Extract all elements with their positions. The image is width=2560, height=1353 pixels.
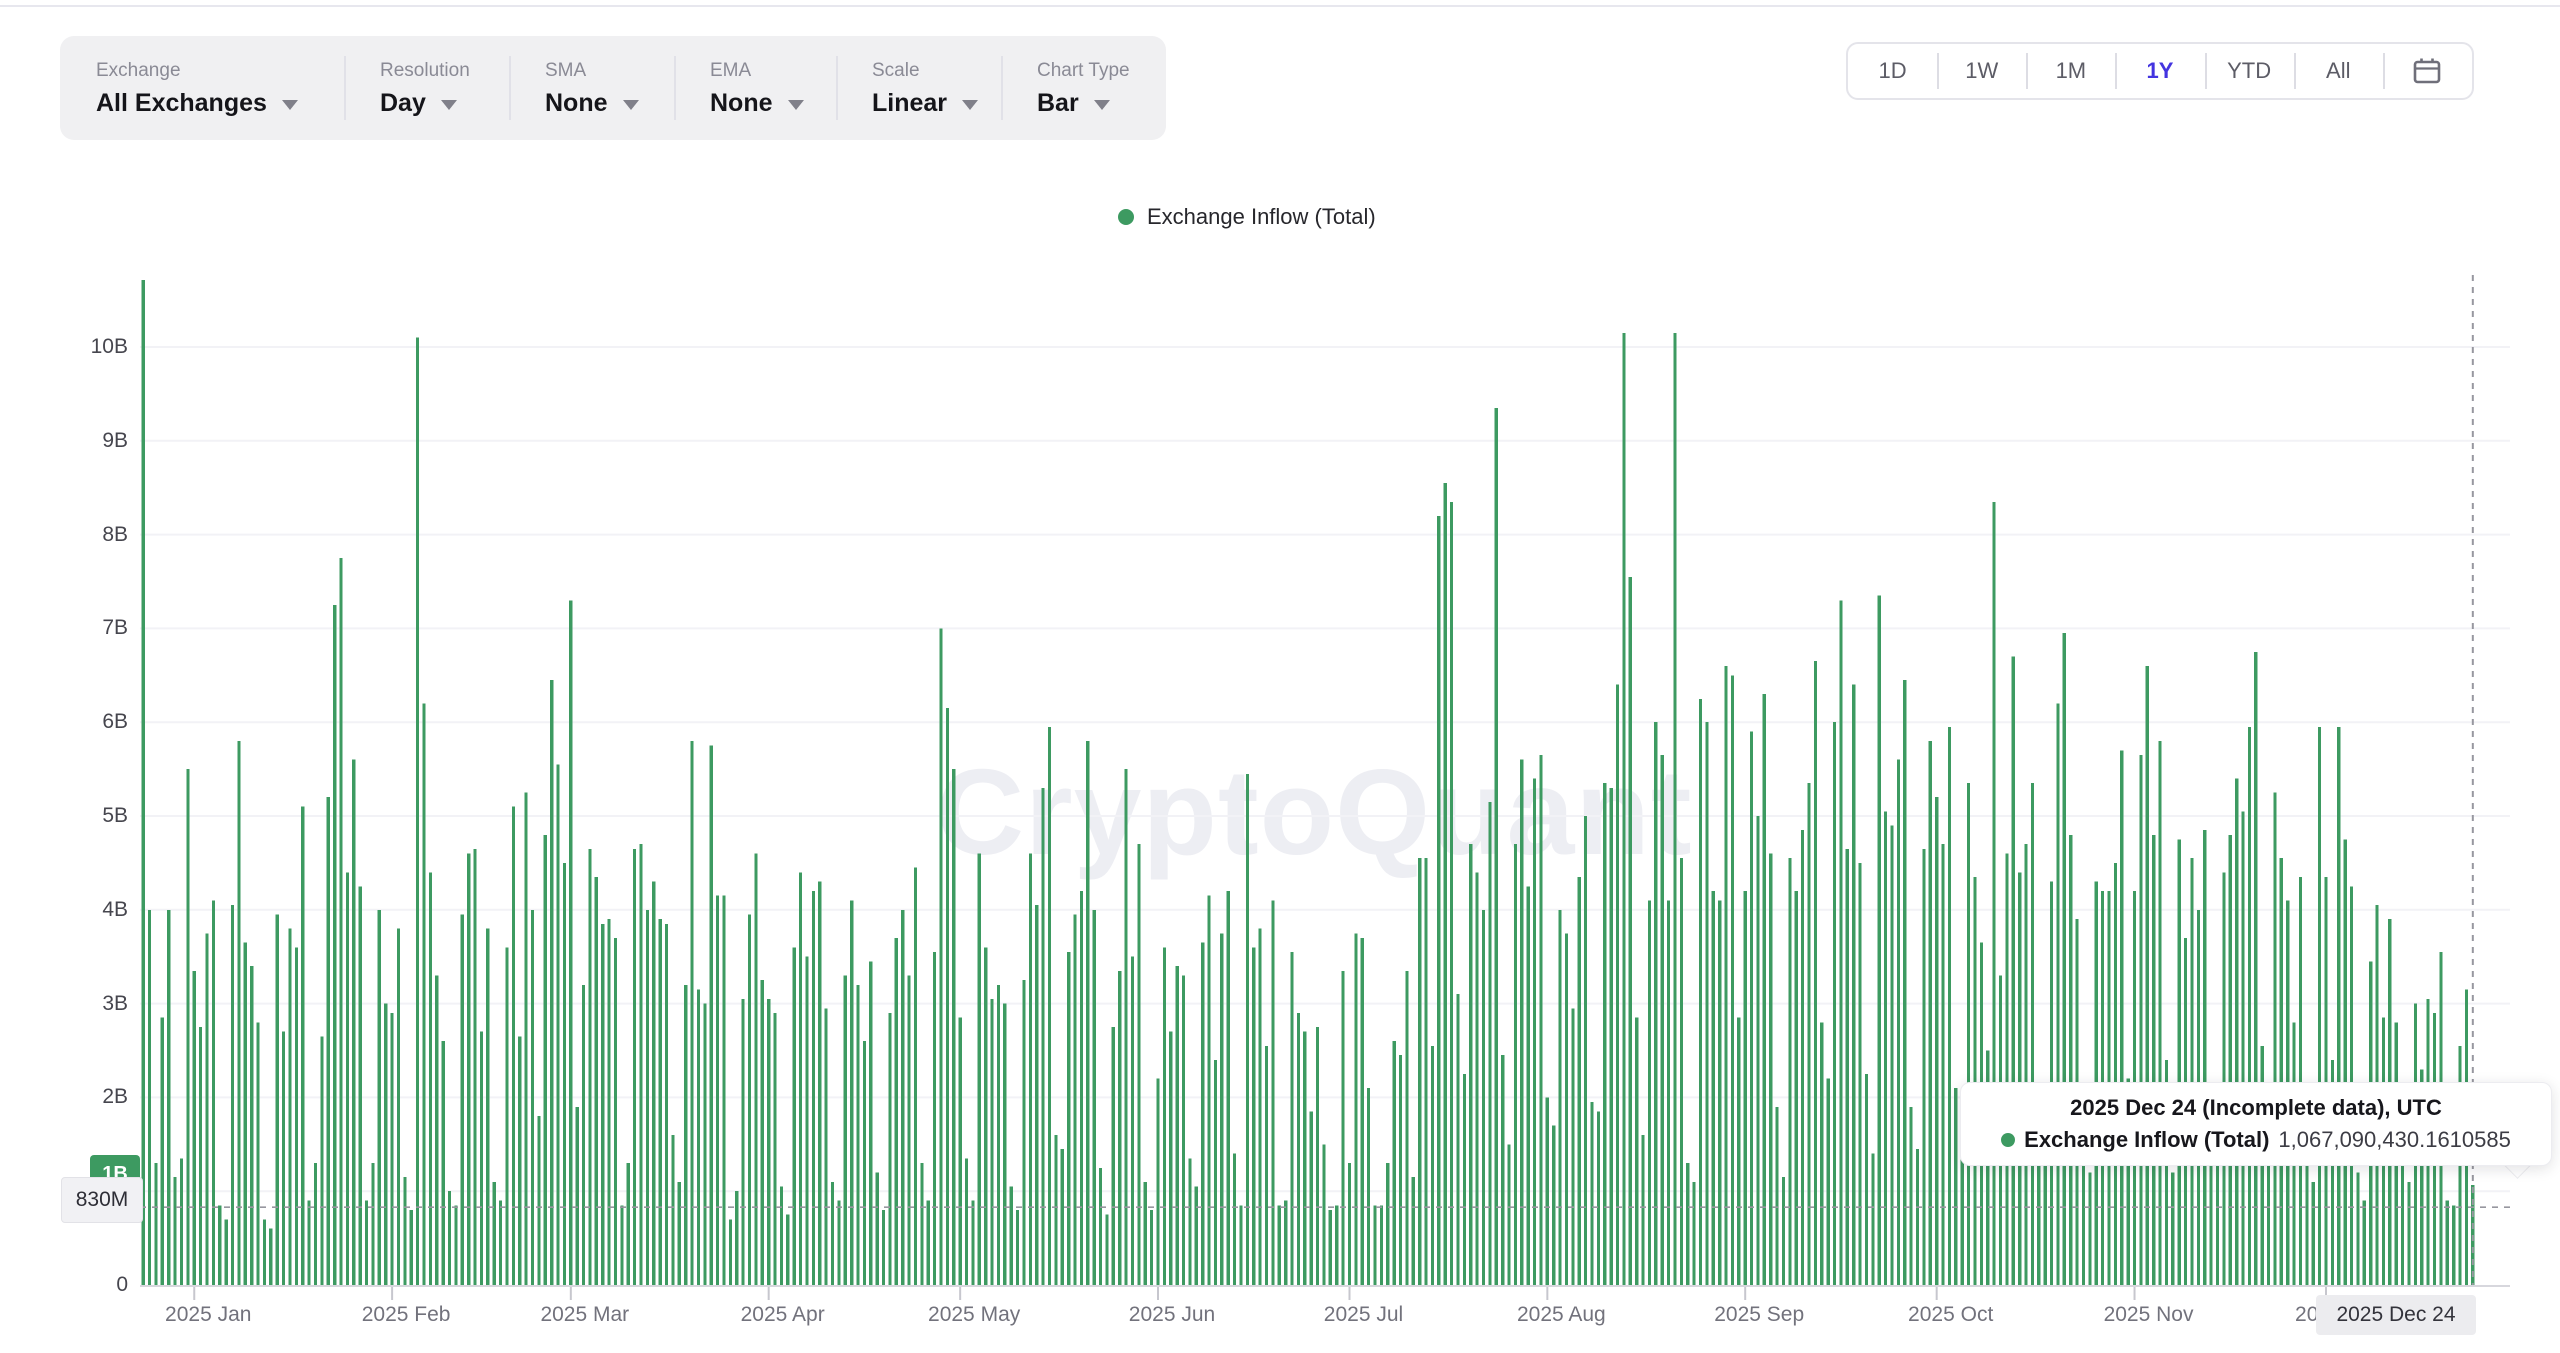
x-axis-label: 2025 Apr — [741, 1303, 825, 1327]
x-axis-label: 2025 Oct — [1908, 1303, 1993, 1327]
y-axis-label: 7B — [56, 616, 128, 640]
x-axis-label: 2025 Jan — [165, 1303, 251, 1327]
x-axis-label: 2025 Feb — [362, 1303, 451, 1327]
y-axis-label: 5B — [56, 804, 128, 828]
y-axis-label: 0 — [56, 1273, 128, 1297]
y-axis-label: 6B — [56, 710, 128, 734]
y-axis-label: 9B — [56, 429, 128, 453]
y-axis-label: 3B — [56, 992, 128, 1016]
y-axis-label: 10B — [56, 335, 128, 359]
x-axis-label: 2025 Nov — [2104, 1303, 2194, 1327]
x-axis-label: 2025 Mar — [540, 1303, 629, 1327]
y-axis-label: 4B — [56, 898, 128, 922]
y-axis-label: 2B — [56, 1085, 128, 1109]
x-axis-label: 2025 Jul — [1324, 1303, 1403, 1327]
crosshair-date-badge: 2025 Dec 24 — [2316, 1295, 2476, 1335]
x-axis-label: 2025 Sep — [1714, 1303, 1804, 1327]
series-dot-icon — [2001, 1133, 2015, 1147]
y-axis-label: 8B — [56, 523, 128, 547]
tooltip-series-value: 1,067,090,430.1610585 — [2278, 1124, 2510, 1156]
month-ticks — [194, 1287, 2326, 1300]
tooltip-date-line: 2025 Dec 24 (Incomplete data), UTC — [2070, 1092, 2442, 1124]
x-axis-label: 2025 May — [928, 1303, 1020, 1327]
chart-page: Exchange All Exchanges Resolution Day SM… — [0, 0, 2560, 1353]
crosshair-y-value-badge: 830M — [61, 1177, 143, 1223]
x-axis-label: 2025 Aug — [1517, 1303, 1606, 1327]
tooltip-series-line: Exchange Inflow (Total) 1,067,090,430.16… — [2001, 1124, 2511, 1156]
tooltip-series-name: Exchange Inflow (Total) — [2024, 1124, 2269, 1156]
chart-tooltip: 2025 Dec 24 (Incomplete data), UTC Excha… — [1960, 1082, 2552, 1166]
x-axis-label: 2025 Jun — [1129, 1303, 1215, 1327]
